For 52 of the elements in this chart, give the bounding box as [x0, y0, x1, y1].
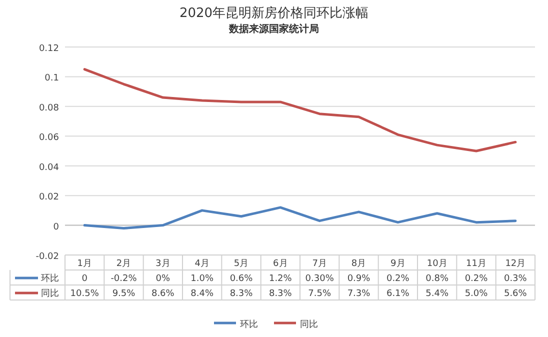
x-tick-label: 11月: [466, 259, 486, 269]
line-series: [83, 206, 517, 230]
data-label: 0.3%: [504, 274, 528, 284]
data-label: 8.6%: [151, 289, 175, 299]
x-tick-label: 12月: [505, 259, 526, 269]
legend-label: 同比: [41, 288, 59, 299]
data-label: 8.3%: [230, 289, 254, 299]
data-label: 0.30%: [305, 274, 334, 284]
text: 同比: [300, 320, 318, 330]
data-label: 5.0%: [464, 289, 488, 299]
data-label: 7.5%: [308, 289, 332, 299]
data-label: 8.3%: [268, 289, 292, 299]
data-label: 9.5%: [112, 289, 136, 299]
data-label: 0%: [156, 274, 170, 284]
data-label: 1.2%: [268, 274, 292, 284]
data-label: 0.8%: [426, 274, 449, 284]
x-tick-label: 8月: [351, 259, 366, 269]
x-tick-label: 9月: [390, 259, 406, 269]
chart-title: 2020年昆明新房价格同环比涨幅: [179, 5, 369, 21]
data-label: 6.1%: [386, 289, 410, 299]
y-tick-label: 0: [53, 222, 60, 232]
x-tick-label: 10月: [426, 259, 448, 269]
data-label: 0.2%: [464, 274, 488, 284]
data-label: 7.3%: [347, 289, 371, 299]
data-label: 0.2%: [386, 274, 410, 284]
data-label: -0.2%: [110, 274, 138, 284]
y-tick-label: -0.02: [36, 252, 59, 262]
x-tick-label: 2月: [116, 259, 132, 269]
x-tick-label: 5月: [234, 259, 249, 269]
data-label: 8.4%: [190, 289, 214, 299]
data-label: 5.4%: [426, 289, 449, 299]
y-tick-label: 0.02: [38, 192, 59, 203]
y-tick-label: 0.12: [38, 44, 59, 54]
y-tick-label: 0.08: [38, 103, 60, 114]
y-tick-label: 0.06: [38, 133, 60, 144]
legend-label: 环比: [41, 273, 59, 284]
chart-subtitle: 数据来源国家统计局: [228, 23, 319, 35]
data-label: 5.6%: [504, 289, 528, 299]
data-label: 1.0%: [190, 274, 214, 284]
y-tick-label: 0.1: [44, 74, 59, 84]
y-tick-label: 0.04: [38, 162, 60, 173]
x-tick-label: 3月: [156, 259, 170, 269]
x-tick-label: 1月: [77, 259, 92, 269]
data-label: 0.6%: [230, 274, 254, 284]
data-label: 0.9%: [347, 274, 371, 284]
x-tick-label: 7月: [312, 259, 327, 269]
line-series: [83, 68, 517, 152]
x-tick-label: 6月: [273, 259, 288, 269]
data-label: 0: [82, 274, 88, 284]
data-label: 10.5%: [70, 289, 100, 299]
x-tick-label: 4月: [194, 259, 210, 269]
text: 环比: [240, 320, 258, 330]
